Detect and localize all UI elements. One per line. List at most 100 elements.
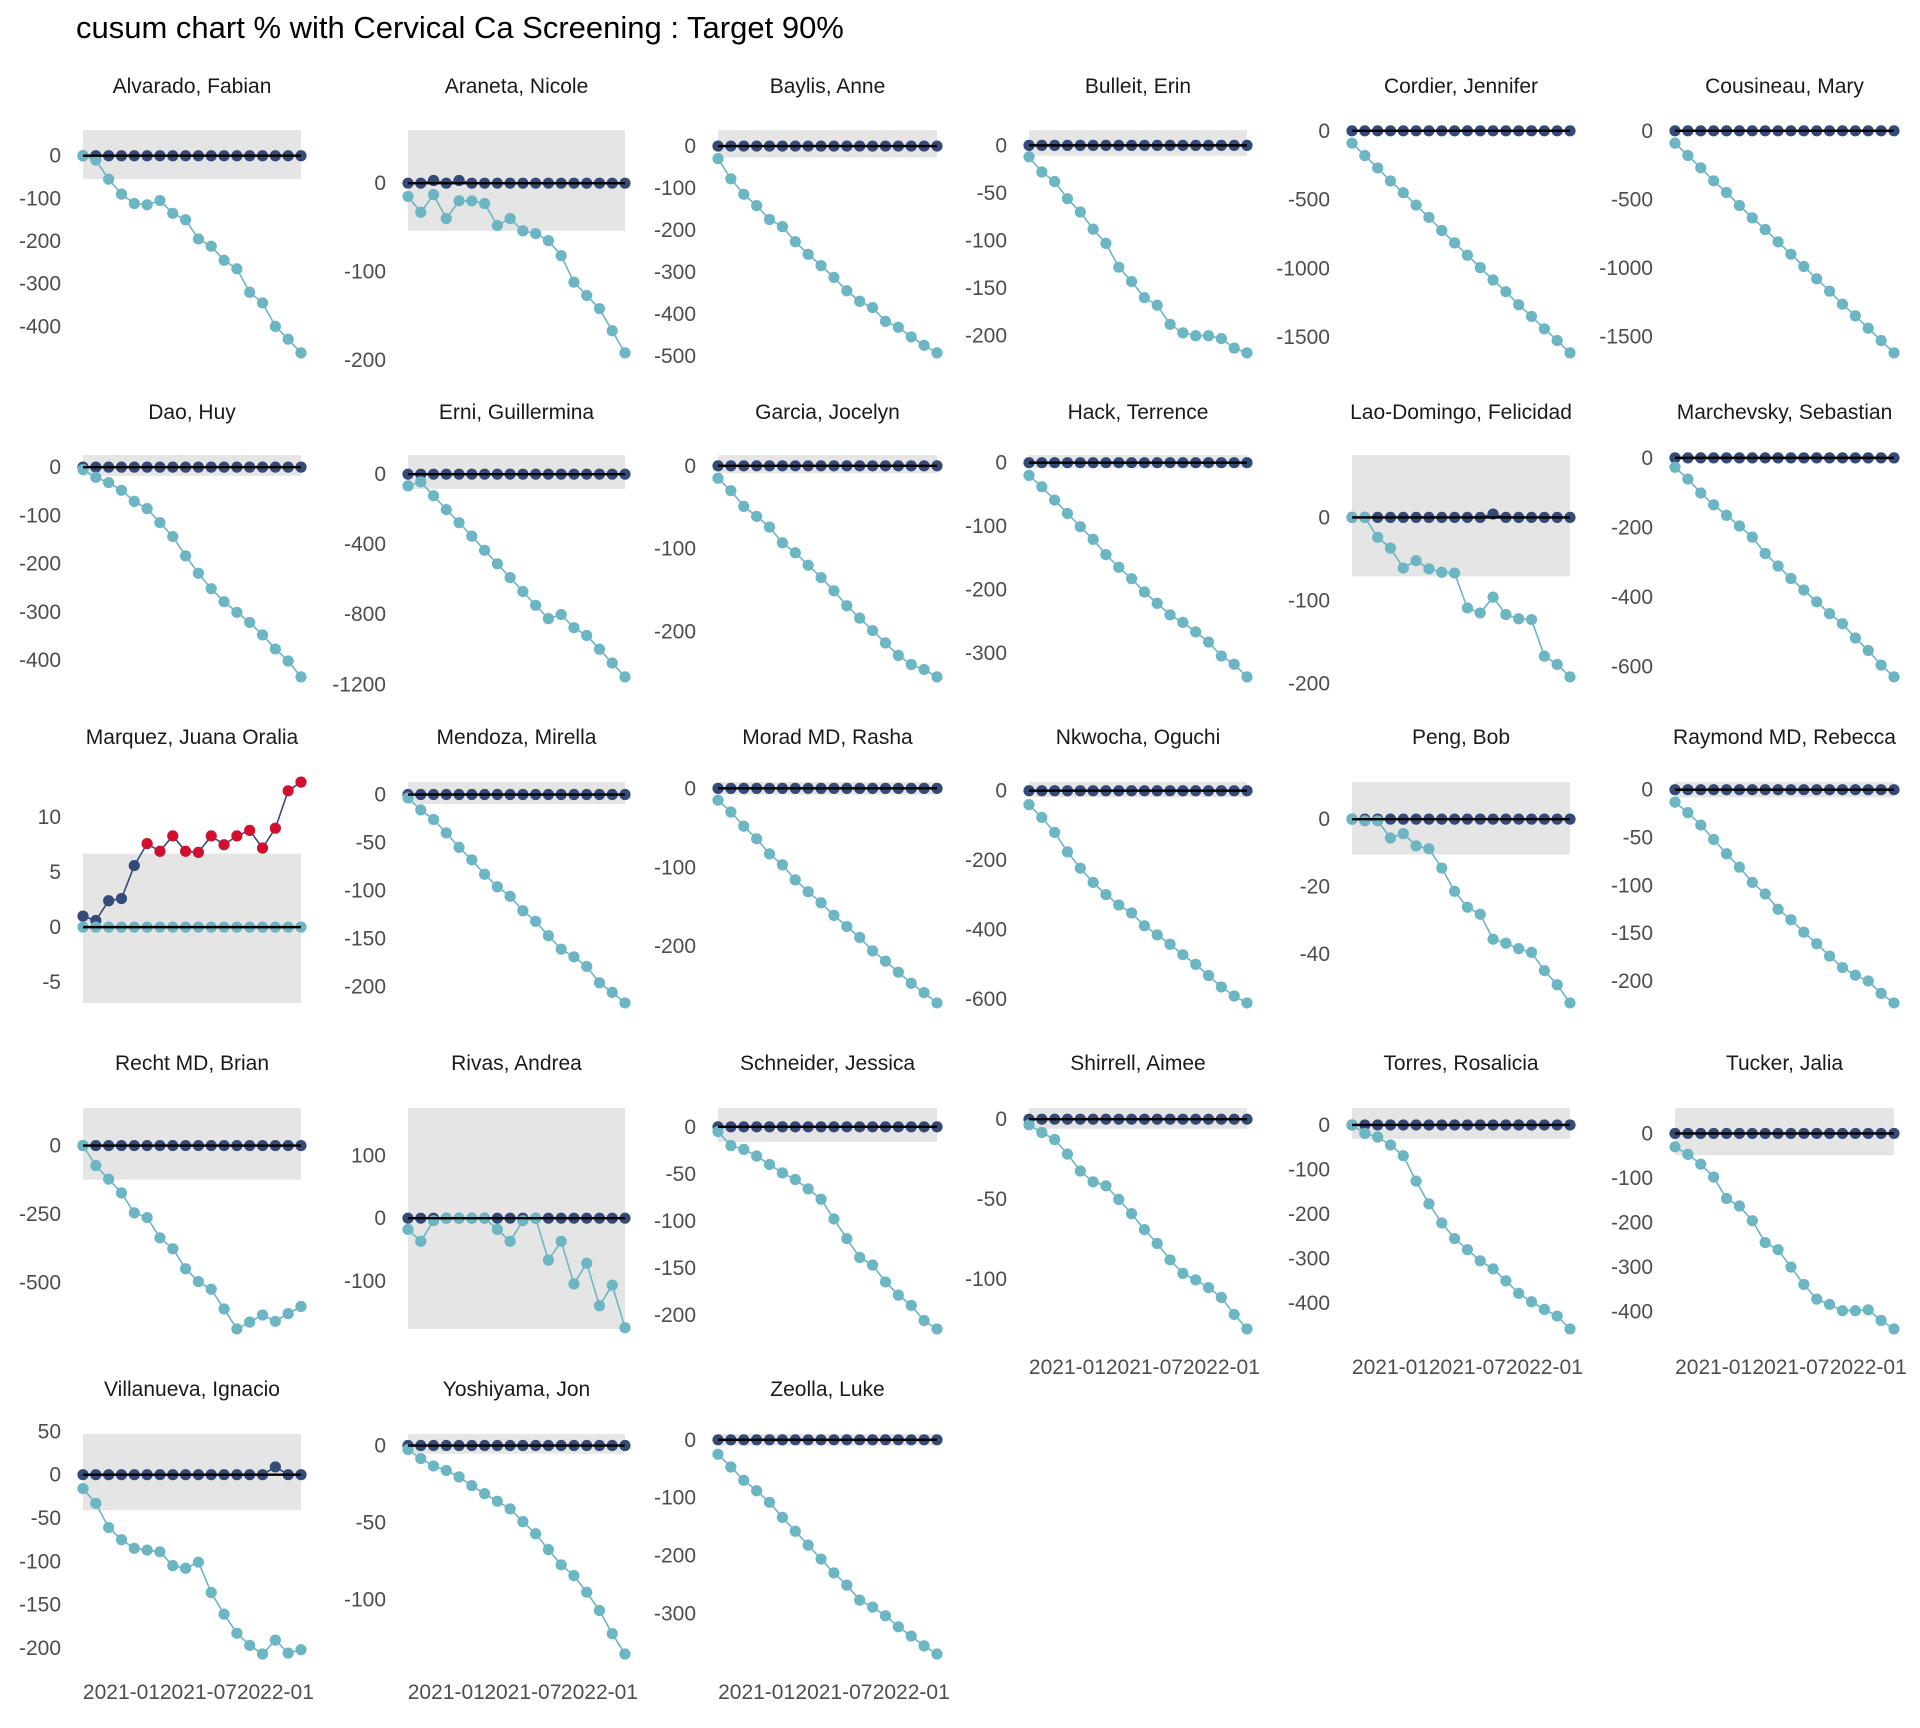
- lower-cusum-point: [1474, 607, 1486, 619]
- lower-cusum-point: [1836, 618, 1849, 630]
- lower-cusum-point: [815, 260, 827, 272]
- lower-cusum-line: [1674, 1146, 1895, 1330]
- control-band: [1352, 1108, 1570, 1139]
- y-tick-label: -100: [1611, 874, 1653, 897]
- lower-cusum-point: [802, 559, 814, 571]
- lower-cusum-point: [504, 212, 516, 225]
- y-tick-label: -200: [1611, 516, 1653, 539]
- lower-cusum-point: [555, 608, 567, 621]
- lower-cusum-point: [154, 1232, 166, 1244]
- lower-cusum-point: [1100, 888, 1112, 901]
- lower-cusum-point: [1023, 469, 1035, 481]
- lower-cusum-point: [581, 629, 593, 642]
- lower-cusum-point: [478, 1488, 491, 1500]
- y-tick-label: -400: [19, 315, 61, 338]
- lower-cusum-point: [1125, 275, 1138, 288]
- lower-cusum-point: [1125, 1208, 1138, 1220]
- lower-cusum-point: [1448, 567, 1461, 579]
- lower-cusum-point: [1720, 186, 1733, 199]
- signal-point: [295, 776, 307, 788]
- signal-point: [256, 842, 269, 854]
- lower-cusum-point: [478, 544, 491, 556]
- lower-cusum-line: [1674, 801, 1895, 1004]
- lower-cusum-point: [530, 227, 542, 240]
- lower-cusum-point: [606, 657, 618, 669]
- lower-cusum-point: [282, 1308, 294, 1320]
- lower-cusum-line: [407, 1448, 626, 1655]
- lower-cusum-point: [1823, 285, 1836, 297]
- lower-cusum-point: [1241, 1323, 1253, 1335]
- lower-cusum-point: [115, 1534, 128, 1546]
- chart-title: cusum chart % with Cervical Ca Screening…: [76, 10, 844, 45]
- lower-cusum-point: [751, 833, 763, 845]
- lower-cusum-point: [1772, 1244, 1784, 1256]
- y-tick-label: -200: [19, 230, 61, 253]
- lower-cusum-point: [619, 347, 631, 359]
- lower-cusum-point: [542, 1254, 555, 1266]
- panel-title: Torres, Rosalicia: [1383, 1052, 1539, 1075]
- x-tick-label: 2021-07: [795, 1681, 872, 1704]
- lower-cusum-point: [1811, 273, 1823, 285]
- facet-panel: Rivas, Andrea 100 0 -100: [344, 1052, 631, 1334]
- y-tick-label: -50: [977, 182, 1007, 205]
- y-tick-label: 100: [351, 1145, 386, 1168]
- control-band: [83, 1108, 301, 1180]
- lower-cusum-point: [218, 596, 230, 608]
- lower-cusum-point: [256, 1309, 269, 1321]
- lower-cusum-point: [530, 1528, 542, 1540]
- lower-cusum-point: [1720, 1192, 1733, 1205]
- y-tick-label: -400: [344, 533, 386, 556]
- facet-panel: Raymond MD, Rebecca 0 -50 -100 -150 -200: [1611, 726, 1900, 1009]
- y-tick-label: -500: [19, 1271, 61, 1294]
- y-tick-label: -200: [344, 349, 386, 372]
- lower-cusum-point: [1669, 796, 1681, 808]
- lower-cusum-point: [892, 1621, 904, 1633]
- y-tick-label: -100: [344, 1270, 386, 1293]
- lower-cusum-point: [1785, 248, 1797, 260]
- lower-cusum-point: [815, 1553, 827, 1565]
- lower-cusum-point: [504, 1503, 516, 1515]
- lower-cusum-point: [1138, 920, 1151, 932]
- lower-cusum-point: [905, 1630, 917, 1642]
- lower-cusum-point: [1513, 1287, 1525, 1299]
- signal-point: [269, 822, 281, 834]
- y-tick-label: -100: [19, 1550, 61, 1573]
- lower-cusum-line: [407, 797, 626, 1004]
- lower-cusum-point: [1423, 1198, 1435, 1210]
- lower-cusum-point: [892, 649, 904, 661]
- y-tick-label: -100: [19, 504, 61, 527]
- lower-cusum-point: [1151, 1237, 1163, 1250]
- lower-cusum-point: [1087, 1176, 1099, 1188]
- lower-cusum-point: [1500, 286, 1512, 298]
- lower-cusum-point: [1849, 310, 1861, 322]
- y-tick-label: -1500: [1599, 325, 1653, 348]
- lower-cusum-point: [712, 794, 724, 806]
- panel-title: Hack, Terrence: [1068, 401, 1209, 424]
- lower-cusum-point: [1785, 1261, 1797, 1273]
- lower-cusum-point: [1049, 1133, 1061, 1146]
- y-tick-label: -20: [1300, 876, 1330, 899]
- lower-cusum-point: [1372, 162, 1384, 174]
- lower-cusum-point: [1875, 659, 1887, 671]
- upper-cusum-point: [269, 1461, 281, 1473]
- lower-cusum-point: [866, 1259, 879, 1271]
- lower-cusum-point: [1525, 310, 1538, 323]
- lower-cusum-point: [1487, 274, 1499, 286]
- y-tick-label: -300: [654, 261, 696, 284]
- lower-cusum-point: [725, 485, 737, 497]
- y-tick-label: 0: [1641, 447, 1653, 470]
- y-tick-label: 5: [49, 861, 61, 884]
- lower-cusum-point: [1862, 1304, 1874, 1316]
- lower-cusum-point: [402, 190, 414, 203]
- lower-cusum-point: [918, 1640, 930, 1652]
- lower-cusum-point: [1695, 1158, 1707, 1170]
- lower-cusum-point: [931, 1323, 943, 1335]
- y-tick-label: -100: [1611, 1167, 1653, 1190]
- lower-cusum-point: [789, 236, 801, 248]
- lower-cusum-point: [593, 1300, 606, 1312]
- lower-cusum-point: [128, 1207, 140, 1219]
- lower-cusum-point: [256, 629, 269, 641]
- lower-cusum-point: [892, 1289, 904, 1301]
- panel-title: Villanueva, Ignacio: [104, 1378, 280, 1401]
- lower-cusum-point: [763, 521, 776, 533]
